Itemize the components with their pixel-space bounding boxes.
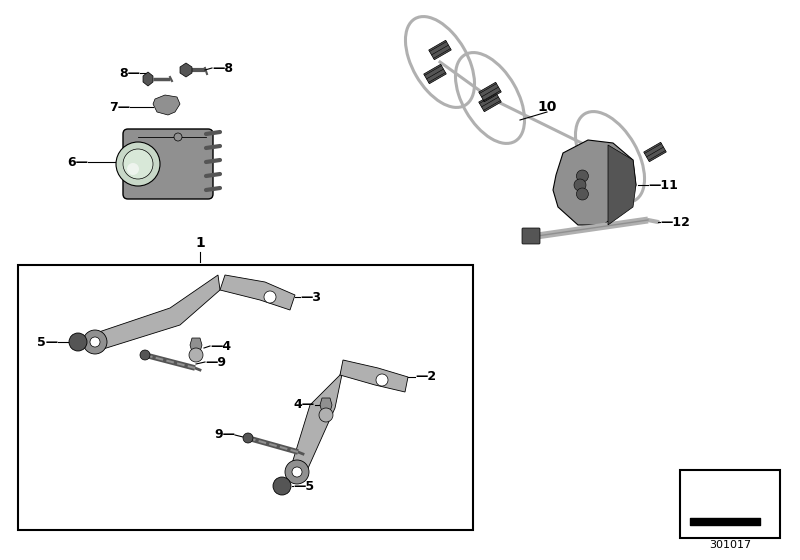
Polygon shape: [290, 360, 345, 475]
Text: 7—: 7—: [109, 100, 130, 114]
Circle shape: [577, 170, 589, 182]
Text: —12: —12: [660, 216, 690, 228]
Circle shape: [123, 149, 153, 179]
Polygon shape: [180, 63, 192, 77]
Text: —5: —5: [293, 479, 314, 492]
Text: —9: —9: [205, 356, 226, 368]
Circle shape: [264, 291, 276, 303]
FancyBboxPatch shape: [522, 228, 540, 244]
FancyBboxPatch shape: [680, 470, 780, 538]
Polygon shape: [478, 82, 502, 102]
Circle shape: [243, 433, 253, 443]
Polygon shape: [90, 275, 220, 350]
Text: —3: —3: [300, 291, 321, 304]
Polygon shape: [190, 338, 202, 352]
Polygon shape: [220, 275, 295, 310]
Circle shape: [90, 337, 100, 347]
Polygon shape: [340, 360, 408, 392]
Polygon shape: [553, 140, 636, 225]
Text: 301017: 301017: [709, 540, 751, 550]
Circle shape: [140, 350, 150, 360]
Text: 6—: 6—: [67, 156, 88, 169]
Text: —4: —4: [210, 339, 231, 352]
Text: —2: —2: [415, 371, 436, 384]
FancyBboxPatch shape: [18, 265, 473, 530]
Circle shape: [574, 179, 586, 191]
Circle shape: [376, 374, 388, 386]
Circle shape: [116, 142, 160, 186]
Polygon shape: [608, 145, 636, 225]
Text: 1: 1: [195, 236, 205, 250]
Polygon shape: [143, 72, 153, 86]
Circle shape: [83, 330, 107, 354]
Circle shape: [577, 188, 589, 200]
Text: 5—: 5—: [37, 335, 58, 348]
Text: 4—: 4—: [294, 399, 315, 412]
Text: —8: —8: [212, 62, 233, 74]
Circle shape: [189, 348, 203, 362]
Text: 10: 10: [538, 100, 557, 114]
Polygon shape: [429, 40, 451, 60]
Circle shape: [285, 460, 309, 484]
Circle shape: [319, 408, 333, 422]
Circle shape: [127, 163, 139, 175]
Text: 8—: 8—: [119, 67, 140, 80]
Text: —11: —11: [648, 179, 678, 192]
Polygon shape: [478, 92, 502, 112]
Polygon shape: [320, 398, 332, 412]
Circle shape: [69, 333, 87, 351]
Polygon shape: [153, 95, 180, 115]
Circle shape: [174, 133, 182, 141]
Polygon shape: [424, 64, 446, 84]
Circle shape: [273, 477, 291, 495]
FancyBboxPatch shape: [123, 129, 213, 199]
Text: 9—: 9—: [214, 428, 235, 441]
Circle shape: [292, 467, 302, 477]
Polygon shape: [644, 142, 666, 162]
